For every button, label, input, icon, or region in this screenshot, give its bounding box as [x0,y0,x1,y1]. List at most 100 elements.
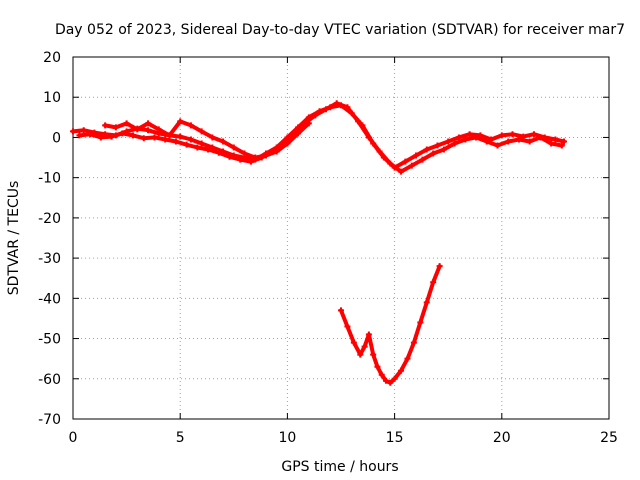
data-point [509,131,516,138]
data-point [338,307,344,314]
data-point [162,136,169,143]
data-point [398,168,405,175]
data-point [194,144,201,151]
data-point [526,138,533,145]
data-point [215,149,222,156]
data-point [220,138,227,145]
plot-frame [72,56,610,420]
chart-title: Day 052 of 2023, Sidereal Day-to-day VTE… [55,22,625,38]
data-point [112,124,119,131]
data-point [370,351,377,358]
axis-ticks: 0 5 10 15 20 25 20 10 0 -10 -20 -30 -40 -50 -60 -70 [38,50,618,446]
data-point [145,120,152,127]
y-tick-label: 20 [43,50,61,66]
y-tick-label: -60 [38,372,61,388]
data-point [378,371,385,378]
data-point [134,126,141,133]
data-point [451,140,458,147]
data-point [361,343,368,350]
x-tick-label: 0 [69,430,78,446]
data-point [140,135,147,142]
y-tick-label: -70 [38,412,61,428]
data-point [423,299,430,306]
data-point [130,132,137,139]
data-point [387,160,394,167]
x-tick-label: 5 [176,430,185,446]
data-point [187,122,194,129]
data-point [387,379,394,386]
data-point [402,158,409,165]
data-point [530,131,537,138]
data-point [423,146,430,153]
data-point [436,263,443,270]
data-point [172,138,179,145]
data-point [155,126,162,133]
data-point [445,138,452,145]
data-point [198,128,205,135]
data-point [419,156,426,163]
data-point [410,339,417,346]
data-point [552,136,559,143]
data-point [80,127,87,134]
x-axis-label: GPS time / hours [281,459,398,475]
data-point [102,122,109,129]
data-point [252,154,259,161]
data-point [548,140,555,147]
data-point [560,138,567,145]
y-axis-label: SDTVAR / TECUs [6,181,22,296]
data-point [466,131,473,138]
data-point [312,112,319,119]
data-point [209,134,216,141]
data-point [166,132,173,139]
data-point [365,331,372,338]
data-point [237,156,244,163]
data-point [205,146,212,153]
data-point [97,134,104,141]
data-point [374,363,381,370]
data-point [333,100,340,107]
data-point [187,136,194,143]
data-point [322,106,329,113]
data-point [70,128,76,135]
data-point [365,134,372,141]
data-point [434,142,441,149]
data-point [145,127,152,134]
data-point [462,136,469,143]
data-point [398,367,405,374]
data-point [413,152,420,159]
y-tick-label: -30 [38,251,61,267]
data-point [230,144,237,151]
data-point [183,141,190,148]
data-point [515,136,522,143]
data-point [440,146,447,153]
data-point [119,130,126,137]
x-tick-label: 25 [600,430,618,446]
data-point [344,323,351,330]
data-point [226,153,233,160]
y-tick-label: 10 [43,90,61,106]
data-point [430,279,437,286]
x-tick-label: 20 [493,430,511,446]
data-point [417,319,424,326]
data-point [505,138,512,145]
data-point [473,134,480,141]
data-series [70,100,567,386]
data-point [241,150,248,157]
data-point [177,133,184,140]
x-tick-label: 10 [278,430,296,446]
data-point [355,118,362,125]
y-tick-label: -20 [38,211,61,227]
data-point [383,377,390,384]
data-point [305,120,312,127]
data-point [537,134,544,141]
data-point [262,152,269,159]
data-point [498,132,505,139]
grid-lines [73,57,609,419]
y-tick-label: 0 [52,130,61,146]
y-tick-label: -10 [38,171,61,187]
data-point [483,138,490,145]
data-point [284,140,291,147]
series-track-4 [339,264,442,385]
data-point [357,351,364,358]
